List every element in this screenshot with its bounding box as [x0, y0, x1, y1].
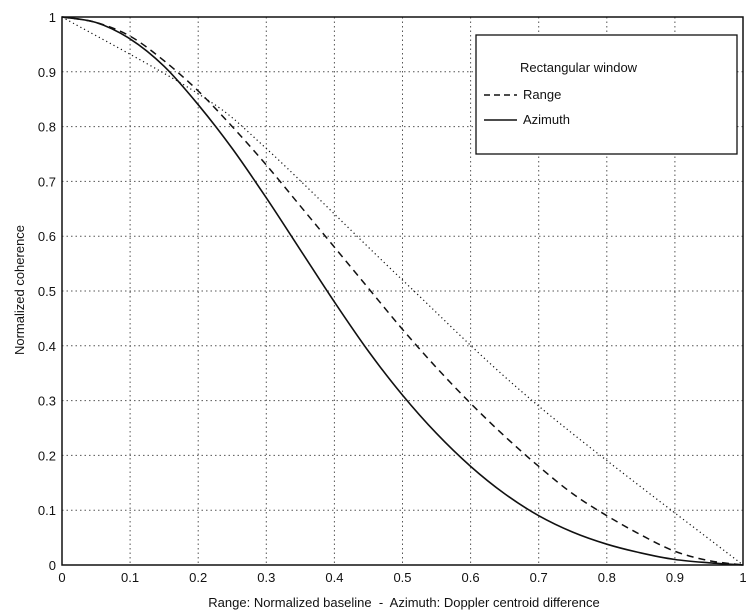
- y-tick-label: 0: [49, 558, 56, 573]
- x-tick-label: 0.9: [666, 570, 684, 585]
- legend-label-range: Range: [523, 87, 561, 102]
- y-tick-label: 0.7: [38, 174, 56, 189]
- series-line-range: [61, 16, 744, 566]
- x-tick-label: 0.5: [393, 570, 411, 585]
- y-tick-label: 0.5: [38, 284, 56, 299]
- legend-label-azimuth: Azimuth: [523, 112, 570, 127]
- y-tick-label: 0.4: [38, 339, 56, 354]
- x-tick-label: 0.3: [257, 570, 275, 585]
- x-tick-label: 0: [58, 570, 65, 585]
- y-tick-label: 0.9: [38, 65, 56, 80]
- y-axis-label: Normalized coherence: [12, 225, 27, 355]
- legend-title: Rectangular window: [520, 60, 638, 75]
- y-tick-label: 1: [49, 10, 56, 25]
- x-tick-label: 0.8: [598, 570, 616, 585]
- tick-labels: 0 0.1 0.2 0.3 0.4 0.5 0.6 0.7 0.8 0.9 1 0 0.1 0.2 0.3 0…: [38, 10, 747, 585]
- x-axis-label: Range: Normalized baseline - Azimuth: Do…: [208, 595, 599, 610]
- legend: Rectangular window Range Azimuth: [475, 34, 738, 155]
- x-tick-label: 0.4: [325, 570, 343, 585]
- y-tick-label: 0.3: [38, 394, 56, 409]
- x-tick-label: 1: [739, 570, 746, 585]
- y-tick-label: 0.2: [38, 448, 56, 463]
- series-line-azimuth: [61, 16, 744, 566]
- legend-box: [475, 34, 738, 155]
- series-lines: [61, 16, 744, 566]
- x-tick-label: 0.7: [530, 570, 548, 585]
- y-tick-label: 0.8: [38, 120, 56, 135]
- y-tick-label: 0.1: [38, 503, 56, 518]
- series-line-dotted: [61, 16, 744, 566]
- x-tick-label: 0.6: [462, 570, 480, 585]
- x-tick-label: 0.1: [121, 570, 139, 585]
- plot-frame: [61, 16, 744, 566]
- y-tick-label: 0.6: [38, 229, 56, 244]
- x-tick-label: 0.2: [189, 570, 207, 585]
